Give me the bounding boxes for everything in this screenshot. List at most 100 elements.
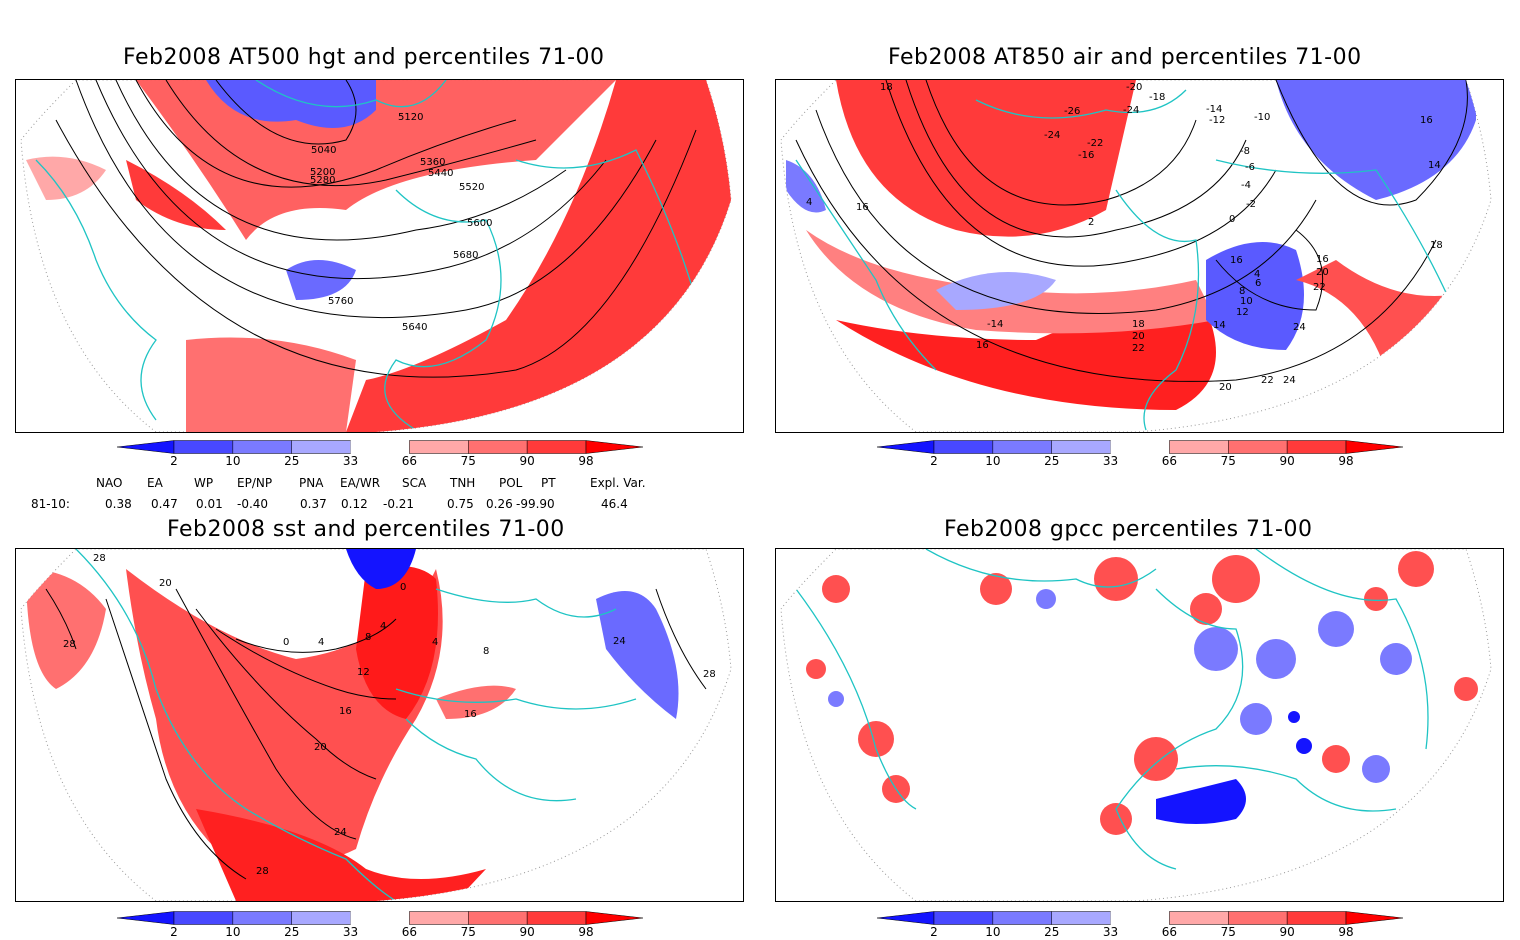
contour-label: 4 [806, 197, 812, 208]
tele-header: Expl. Var. [590, 476, 646, 490]
contour-label: 5200 [310, 167, 335, 178]
colorbar-tick-label: 66 [401, 925, 418, 939]
map-air850: 18 -20 -18 -26 -24 -14 -12 -10 16 -24 -2… [780, 80, 1492, 432]
tele-header: PNA [299, 476, 324, 490]
colorbar-segment [1110, 440, 1170, 454]
colorbar-svg [117, 911, 643, 925]
map-panel-sst: 28 20 28 0 4 8 4 4 0 12 16 16 8 20 24 28… [15, 548, 744, 902]
colorbar-segment [409, 911, 469, 925]
colorbar-tick-label: 66 [1161, 454, 1178, 468]
contour-label: -24 [1123, 105, 1139, 116]
map-hgt500: 5120 5040 5200 5280 5360 5440 5520 5600 … [20, 80, 732, 432]
anomaly-shading [836, 80, 1136, 237]
panel-title-air850: Feb2008 AT850 air and percentiles 71-00 [888, 45, 1362, 70]
contour-label: 28 [63, 639, 76, 650]
tele-value: -0.40 [237, 497, 269, 511]
tele-value: 46.4 [601, 497, 628, 511]
contour-label: 5360 [420, 157, 445, 168]
colorbar-segment [468, 911, 528, 925]
contour-label: 18 [880, 82, 893, 93]
map-panel-gpcc [775, 548, 1504, 902]
contour-label: 0 [1229, 214, 1235, 225]
tele-value: -99.90 [516, 497, 555, 511]
contour-label: 14 [1213, 320, 1226, 331]
colorbar-tick-label: 10 [985, 454, 1001, 468]
tele-header: POL [499, 476, 523, 490]
colorbar-tick-label: 98 [578, 925, 594, 939]
contour-label: 8 [1239, 286, 1245, 297]
colorbar-segment [173, 440, 234, 454]
colorbar-tick-label: 33 [1102, 925, 1119, 939]
colorbar-segment [526, 911, 587, 925]
colorbar-tick-label: 10 [985, 925, 1001, 939]
colorbar-segment [1345, 440, 1403, 454]
colorbar-segment [992, 440, 1052, 454]
contour-label: 20 [1316, 267, 1329, 278]
colorbar-segment [585, 440, 643, 454]
contour-label: 24 [1283, 375, 1296, 386]
contour-label: -26 [1064, 106, 1080, 117]
contour-label: -12 [1209, 115, 1225, 126]
tele-header: WP [194, 476, 214, 490]
colorbar-bottom-left: 2 10 25 33 66 75 90 98 [117, 911, 643, 940]
tele-value: 0.38 [105, 497, 132, 511]
colorbar-tick-label: 2 [170, 925, 178, 939]
anomaly-shading [786, 160, 826, 213]
contour-label: 4 [318, 637, 324, 648]
contour-label: 5680 [453, 250, 478, 261]
contour-label: -18 [1149, 92, 1165, 103]
colorbar-tick-label: 33 [1102, 454, 1119, 468]
colorbar-tick-label: 75 [1220, 454, 1236, 468]
contour-label: 4 [1254, 269, 1260, 280]
anomaly-shading [286, 260, 356, 300]
colorbar-segment [1228, 440, 1288, 454]
contour-label: 16 [1230, 255, 1243, 266]
colorbar-tick-label: 2 [170, 454, 178, 468]
contour-label: -10 [1254, 112, 1270, 123]
contour-label: 28 [703, 669, 716, 680]
colorbar-top-right: 2 10 25 33 66 75 90 98 [877, 440, 1403, 472]
anomaly-shading [26, 156, 106, 200]
contour-label: 24 [334, 827, 347, 838]
colorbar-segment [1286, 440, 1347, 454]
contour-label: -14 [1206, 104, 1222, 115]
contour-label: 16 [856, 202, 869, 213]
contour-label: 20 [1219, 382, 1232, 393]
contour-label: 18 [1132, 319, 1145, 330]
anomaly-shading [806, 230, 1216, 334]
tele-value: 0.01 [196, 497, 223, 511]
tele-value: 0.26 [486, 497, 513, 511]
contour-label: 28 [93, 553, 106, 564]
contour-label: -4 [1241, 180, 1251, 191]
colorbar-tick-label: 98 [1338, 925, 1354, 939]
tele-value: 0.47 [151, 497, 178, 511]
contour-label: 8 [365, 632, 371, 643]
colorbar-segment [350, 440, 410, 454]
panel-title-gpcc: Feb2008 gpcc percentiles 71-00 [944, 517, 1313, 542]
colorbar-bottom-right: 2 10 25 33 66 75 90 98 [877, 911, 1403, 940]
colorbar-tick-label: 75 [460, 454, 476, 468]
contour-label: 24 [613, 636, 626, 647]
colorbar-segment [232, 911, 292, 925]
anomaly-shading [356, 565, 438, 719]
tele-header: TNH [450, 476, 476, 490]
anomaly-shading [346, 549, 416, 589]
map-sst: 28 20 28 0 4 8 4 4 0 12 16 16 8 20 24 28… [20, 549, 732, 901]
contour-label: 0 [400, 582, 406, 593]
contour-label: 5120 [398, 112, 423, 123]
colorbar-tick-label: 25 [284, 454, 300, 468]
contour-label: -20 [1126, 82, 1142, 93]
anomaly-shading [26, 569, 106, 689]
colorbar-tick-label: 75 [1220, 925, 1236, 939]
colorbar-segment [117, 440, 175, 454]
anomaly-shading [136, 80, 616, 240]
contour-label: 5040 [311, 145, 336, 156]
colorbar-tick-label: 2 [930, 454, 938, 468]
colorbar-segment [1169, 911, 1229, 925]
tele-header: EA/WR [340, 476, 381, 490]
tele-header: EP/NP [237, 476, 273, 490]
contour-label: 5520 [459, 182, 484, 193]
tele-header: SCA [402, 476, 427, 490]
colorbar-segment [1345, 911, 1403, 925]
contour-label: 12 [1236, 307, 1249, 318]
